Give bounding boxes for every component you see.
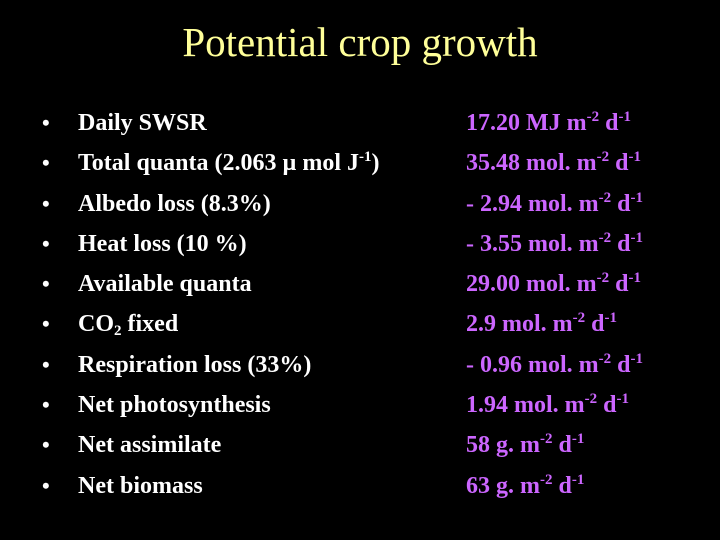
list-item: • Net assimilate 58 g. m-2 d-1 <box>0 426 720 466</box>
item-label: Heat loss (10 %) <box>78 231 247 258</box>
bullet-icon: • <box>42 311 50 337</box>
item-value: 63 g. m-2 d-1 <box>466 471 585 500</box>
label-text: CO <box>78 311 114 338</box>
value-text: d <box>552 432 572 459</box>
value-text: d <box>611 351 631 378</box>
value-superscript: -1 <box>571 471 585 488</box>
label-text: Heat loss (10 %) <box>78 230 247 257</box>
list-item: • Net biomass 63 g. m-2 d-1 <box>0 467 720 507</box>
label-subscript: 2 <box>114 323 122 340</box>
bullet-icon: • <box>42 110 50 135</box>
value-superscript: -2 <box>596 149 610 166</box>
bullet-icon: • <box>42 271 50 297</box>
value-superscript: -2 <box>584 391 598 408</box>
value-text: - 3.55 mol. m <box>466 230 599 257</box>
bullet-icon: • <box>42 351 50 377</box>
value-superscript: -2 <box>540 431 553 448</box>
value-superscript: -2 <box>598 350 612 367</box>
value-text: 17.20 MJ m <box>466 110 587 136</box>
item-value: 35.48 mol. m-2 d-1 <box>466 150 641 177</box>
item-label: Total quanta (2.063 µ mol J-1) <box>78 150 379 177</box>
value-text: 1.94 mol. m <box>466 392 585 419</box>
item-label: Daily SWSR <box>78 110 207 137</box>
value-superscript: -1 <box>604 310 618 327</box>
item-label: Net assimilate <box>78 432 221 459</box>
value-text: d <box>609 150 629 177</box>
label-text: Respiration loss (33%) <box>78 351 312 378</box>
list-item: • Daily SWSR 17.20 MJ m-2 d-1 <box>0 104 720 144</box>
list-item: • Respiration loss (33%) - 0.96 mol. m-2 d… <box>0 346 720 386</box>
bullet-icon: • <box>42 392 50 418</box>
value-text: d <box>609 271 629 298</box>
label-text: Available quanta <box>78 271 252 298</box>
value-superscript: -1 <box>628 270 642 287</box>
bullet-icon: • <box>42 190 50 216</box>
bullet-icon: • <box>42 432 50 458</box>
list-item: • Net photosynthesis 1.94 mol. m-2 d-1 <box>0 386 720 426</box>
item-value: - 2.94 mol. m-2 d-1 <box>466 189 644 218</box>
value-text: - 2.94 mol. m <box>466 190 599 217</box>
bullet-icon: • <box>42 230 50 256</box>
value-text: d <box>599 110 619 136</box>
value-text: 63 g. m <box>466 472 540 499</box>
value-text: 58 g. m <box>466 432 540 459</box>
item-value: 1.94 mol. m-2 d-1 <box>466 392 629 419</box>
value-text: d <box>585 311 605 338</box>
value-superscript: -2 <box>598 189 612 206</box>
value-text: d <box>552 472 572 499</box>
label-text: Total quanta (2.063 µ mol J <box>78 150 359 177</box>
label-text: Net assimilate <box>78 432 222 459</box>
item-label: Available quanta <box>78 271 252 298</box>
value-superscript: -2 <box>572 310 586 327</box>
list-item: • CO2 fixed 2.9 mol. m-2 d-1 <box>0 305 720 345</box>
value-superscript: -1 <box>630 229 644 246</box>
value-superscript: -1 <box>630 189 644 206</box>
value-text: 29.00 mol. m <box>466 271 597 298</box>
value-superscript: -1 <box>571 431 585 448</box>
item-value: 2.9 mol. m-2 d-1 <box>466 311 617 338</box>
list-item: • Albedo loss (8.3%) - 2.94 mol. m-2 d-1 <box>0 185 720 225</box>
item-label: Net photosynthesis <box>78 392 271 419</box>
label-text: Net photosynthesis <box>78 392 271 419</box>
value-superscript: -1 <box>628 149 642 166</box>
item-value: 29.00 mol. m-2 d-1 <box>466 271 641 298</box>
item-value: 17.20 MJ m-2 d-1 <box>466 110 631 137</box>
item-value: 58 g. m-2 d-1 <box>466 432 584 459</box>
value-text: d <box>611 190 631 217</box>
label-superscript: -1 <box>358 149 372 166</box>
item-value: - 0.96 mol. m-2 d-1 <box>466 350 644 379</box>
item-label: Respiration loss (33%) <box>78 352 311 379</box>
item-value: - 3.55 mol. m-2 d-1 <box>466 229 644 258</box>
label-text: Albedo loss (8.3%) <box>78 190 271 217</box>
value-text: - 0.96 mol. m <box>466 351 599 378</box>
bullet-icon: • <box>42 472 50 498</box>
list-item: • Total quanta (2.063 µ mol J-1) 35.48 mol… <box>0 144 720 184</box>
value-superscript: -1 <box>616 391 630 408</box>
item-label: Albedo loss (8.3%) <box>78 191 271 218</box>
label-text: ) <box>371 150 380 177</box>
label-text: Daily SWSR <box>78 110 207 136</box>
value-text: 2.9 mol. m <box>466 311 573 338</box>
value-text: d <box>597 392 617 419</box>
value-superscript: -2 <box>540 471 553 488</box>
list-item: • Heat loss (10 %) - 3.55 mol. m-2 d-1 <box>0 225 720 265</box>
bullet-list: • Daily SWSR 17.20 MJ m-2 d-1 • Total quanta… <box>0 104 720 507</box>
label-text: Net biomass <box>78 472 203 499</box>
value-superscript: -2 <box>598 229 612 246</box>
label-text: fixed <box>121 311 179 338</box>
value-text: 35.48 mol. m <box>466 150 597 177</box>
bullet-icon: • <box>42 150 50 176</box>
value-superscript: -2 <box>586 109 600 125</box>
item-label: Net biomass <box>78 473 203 500</box>
value-text: d <box>611 230 631 257</box>
list-item: • Available quanta 29.00 mol. m-2 d-1 <box>0 265 720 305</box>
item-label: CO2 fixed <box>78 311 179 340</box>
slide-title: Potential crop growth <box>182 19 538 65</box>
value-superscript: -1 <box>618 109 632 125</box>
value-superscript: -2 <box>596 270 610 287</box>
value-superscript: -1 <box>630 350 644 367</box>
